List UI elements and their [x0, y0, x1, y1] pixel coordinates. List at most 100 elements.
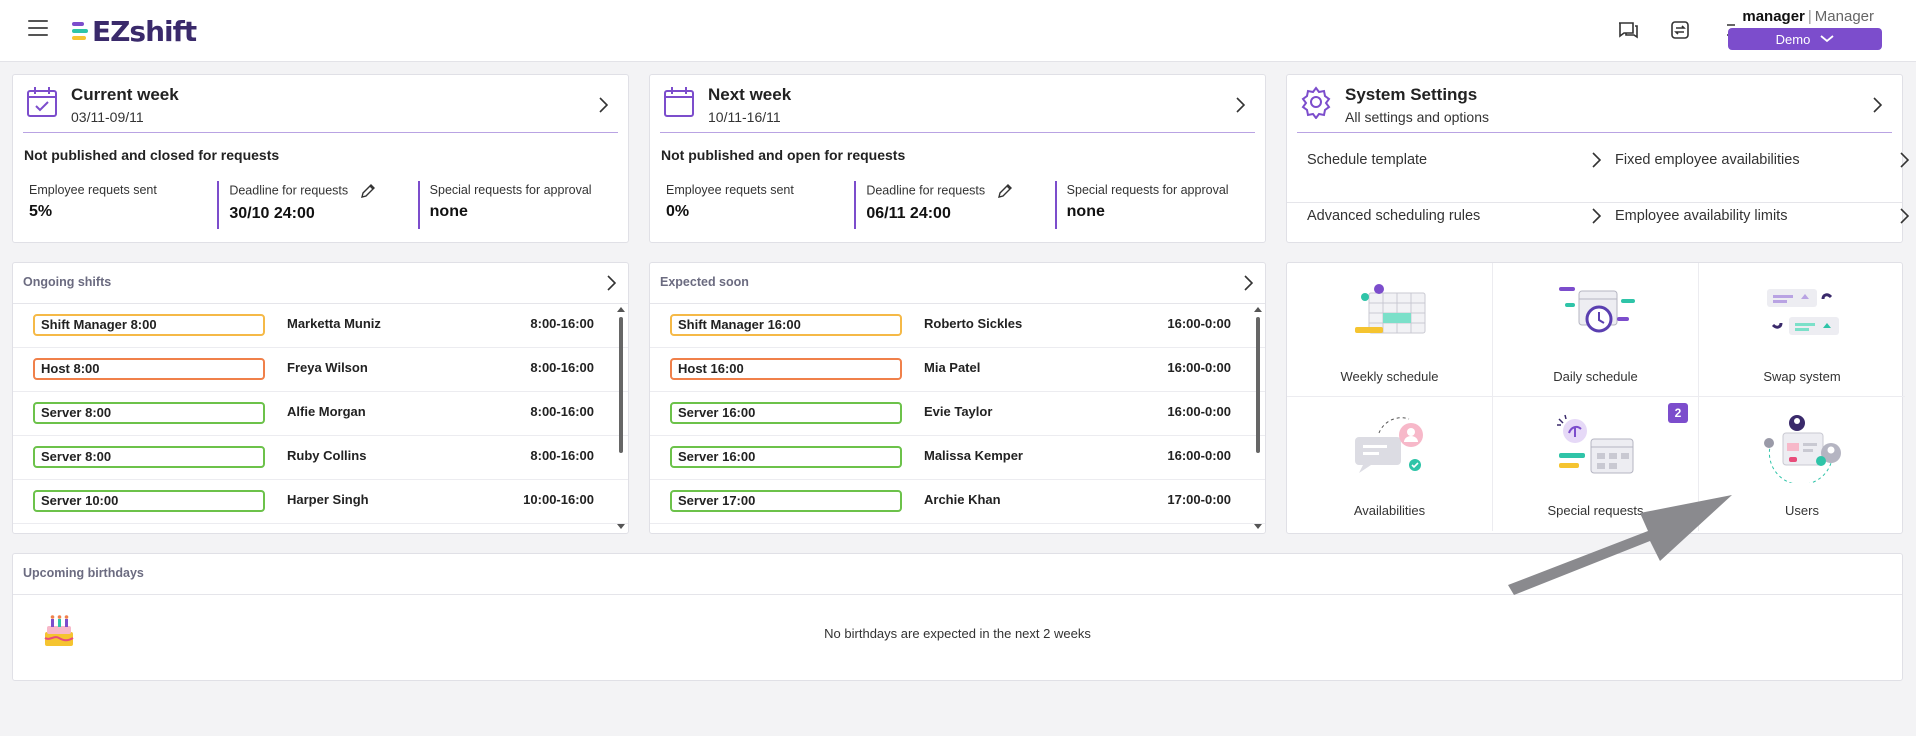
- chevron-right-icon[interactable]: [598, 97, 608, 113]
- employee-name: Evie Taylor: [924, 404, 993, 419]
- employee-name: Alfie Morgan: [287, 404, 366, 419]
- pointer-arrow-icon: [1508, 495, 1732, 595]
- chevron-right-icon: [1592, 152, 1601, 168]
- no-birthdays-message: No birthdays are expected in the next 2 …: [824, 626, 1091, 641]
- stat-label: Employee requets sent: [666, 183, 794, 197]
- shift-time: 16:00-0:00: [1167, 360, 1231, 375]
- shift-row[interactable]: Host 16:00 Mia Patel 16:00-0:00: [650, 348, 1265, 392]
- system-settings-card: System Settings All settings and options…: [1286, 74, 1909, 244]
- menu-icon[interactable]: [28, 20, 48, 36]
- gear-icon: [1301, 86, 1331, 119]
- settings-item-label: Employee availability limits: [1615, 208, 1788, 224]
- shift-row[interactable]: Server 16:00 Malissa Kemper 16:00-0:00: [650, 436, 1265, 480]
- shift-tag: Server 16:00: [670, 446, 902, 468]
- employee-name: Mia Patel: [924, 360, 981, 375]
- settings-advanced-scheduling-rules[interactable]: Advanced scheduling rules: [1307, 188, 1607, 244]
- special-requests-badge: 2: [1668, 403, 1688, 423]
- chevron-right-icon: [1592, 208, 1601, 224]
- settings-employee-availability-limits[interactable]: Employee availability limits: [1615, 188, 1915, 244]
- stat-label: Deadline for requests: [866, 183, 1054, 199]
- user-menu[interactable]: manager | Manager Demo: [1728, 8, 1904, 50]
- employee-name: Harper Singh: [287, 492, 369, 507]
- user-name: manager: [1742, 8, 1805, 25]
- tile-users[interactable]: Users: [1699, 397, 1905, 531]
- upcoming-birthdays-title: Upcoming birthdays: [23, 566, 144, 580]
- calendar-check-icon: [27, 87, 57, 117]
- scrollbar[interactable]: [616, 303, 626, 533]
- tile-weekly-schedule[interactable]: Weekly schedule: [1287, 263, 1493, 397]
- shift-tag: Server 8:00: [33, 446, 265, 468]
- next-week-header[interactable]: Next week 10/11-16/11: [660, 75, 1255, 133]
- weekly-schedule-icon: [1355, 284, 1426, 334]
- demo-dropdown-button[interactable]: Demo: [1728, 28, 1882, 50]
- stat-label: Deadline for requests: [229, 183, 417, 199]
- stat-requests-sent: Employee requets sent 5%: [24, 181, 217, 229]
- stat-label: Employee requets sent: [29, 183, 157, 197]
- tile-swap-system[interactable]: Swap system: [1699, 263, 1905, 397]
- settings-fixed-employee-availabilities[interactable]: Fixed employee availabilities: [1615, 132, 1915, 188]
- settings-item-label: Fixed employee availabilities: [1615, 152, 1800, 168]
- shift-row[interactable]: Shift Manager 8:00 Marketta Muniz 8:00-1…: [13, 304, 628, 348]
- edit-pencil-icon[interactable]: [360, 183, 376, 199]
- chevron-right-icon[interactable]: [606, 275, 616, 291]
- shift-row[interactable]: Server 8:00 Ruby Collins 8:00-16:00: [13, 436, 628, 480]
- shift-row-partial[interactable]: [650, 524, 1265, 533]
- users-icon: [1764, 415, 1841, 483]
- tile-label: Availabilities: [1353, 503, 1426, 518]
- employee-name: Archie Khan: [924, 492, 1001, 507]
- user-role: Manager: [1814, 8, 1874, 25]
- swap-system-icon: [1767, 289, 1839, 335]
- chevron-right-icon[interactable]: [1243, 275, 1253, 291]
- shift-time: 16:00-0:00: [1167, 448, 1231, 463]
- tile-label: Special requests: [1547, 503, 1644, 518]
- app-logo[interactable]: EZshift: [72, 14, 197, 48]
- edit-pencil-icon[interactable]: [997, 183, 1013, 199]
- shift-tag: Server 10:00: [33, 490, 265, 512]
- shift-time: 8:00-16:00: [530, 404, 594, 419]
- stat-value: 06/11 24:00: [866, 205, 951, 222]
- expected-soon-title: Expected soon: [660, 275, 749, 289]
- calendar-icon: [664, 87, 694, 117]
- stat-special-requests: Special requests for approval none: [417, 181, 618, 229]
- birthday-cake-icon: [44, 615, 74, 646]
- ongoing-shifts-card: Ongoing shifts Shift Manager 8:00 Market…: [12, 262, 629, 534]
- tile-daily-schedule[interactable]: Daily schedule: [1493, 263, 1699, 397]
- shift-row[interactable]: Host 8:00 Freya Wilson 8:00-16:00: [13, 348, 628, 392]
- stat-deadline: Deadline for requests 30/10 24:00: [217, 181, 417, 229]
- shift-row[interactable]: Server 10:00 Harper Singh 10:00-16:00: [13, 480, 628, 524]
- next-week-dates: 10/11-16/11: [708, 109, 781, 125]
- expected-soon-list: Shift Manager 16:00 Roberto Sickles 16:0…: [650, 303, 1265, 533]
- tile-availabilities[interactable]: Availabilities: [1287, 397, 1493, 531]
- swap-icon[interactable]: [1668, 18, 1692, 42]
- next-week-title: Next week: [708, 85, 792, 104]
- shift-time: 16:00-0:00: [1167, 316, 1231, 331]
- current-week-header[interactable]: Current week 03/11-09/11: [23, 75, 618, 133]
- employee-name: Roberto Sickles: [924, 316, 1023, 331]
- current-week-card[interactable]: Current week 03/11-09/11 Not published a…: [12, 74, 629, 243]
- upcoming-birthdays-card: Upcoming birthdays No birthdays are expe…: [12, 553, 1903, 681]
- shift-row[interactable]: Server 17:00 Archie Khan 17:00-0:00: [650, 480, 1265, 524]
- stat-value: 5%: [29, 203, 53, 220]
- settings-schedule-template[interactable]: Schedule template: [1307, 132, 1607, 188]
- employee-name: Marketta Muniz: [287, 316, 381, 331]
- shift-row[interactable]: Shift Manager 16:00 Roberto Sickles 16:0…: [650, 304, 1265, 348]
- special-requests-icon: [1557, 414, 1634, 474]
- next-week-status: Not published and open for requests: [661, 147, 906, 163]
- system-settings-subtitle: All settings and options: [1345, 109, 1489, 125]
- shift-tag: Shift Manager 8:00: [33, 314, 265, 336]
- scrollbar[interactable]: [1253, 303, 1263, 533]
- stat-deadline: Deadline for requests 06/11 24:00: [854, 181, 1054, 229]
- expected-soon-card: Expected soon Shift Manager 16:00 Robert…: [649, 262, 1266, 534]
- chevron-right-icon[interactable]: [1235, 97, 1245, 113]
- shift-row[interactable]: Server 16:00 Evie Taylor 16:00-0:00: [650, 392, 1265, 436]
- shift-row[interactable]: Server 8:00 Alfie Morgan 8:00-16:00: [13, 392, 628, 436]
- chevron-right-icon[interactable]: [1872, 97, 1882, 113]
- next-week-stats: Employee requets sent 0% Deadline for re…: [661, 181, 1255, 229]
- next-week-card[interactable]: Next week 10/11-16/11 Not published and …: [649, 74, 1266, 243]
- daily-schedule-icon: [1559, 287, 1635, 333]
- shift-tag: Host 8:00: [33, 358, 265, 380]
- tile-special-requests[interactable]: 2 Special requests: [1493, 397, 1699, 531]
- system-settings-header[interactable]: System Settings All settings and options: [1297, 75, 1892, 133]
- chat-icon[interactable]: [1616, 18, 1640, 42]
- shift-row-partial[interactable]: [13, 524, 628, 533]
